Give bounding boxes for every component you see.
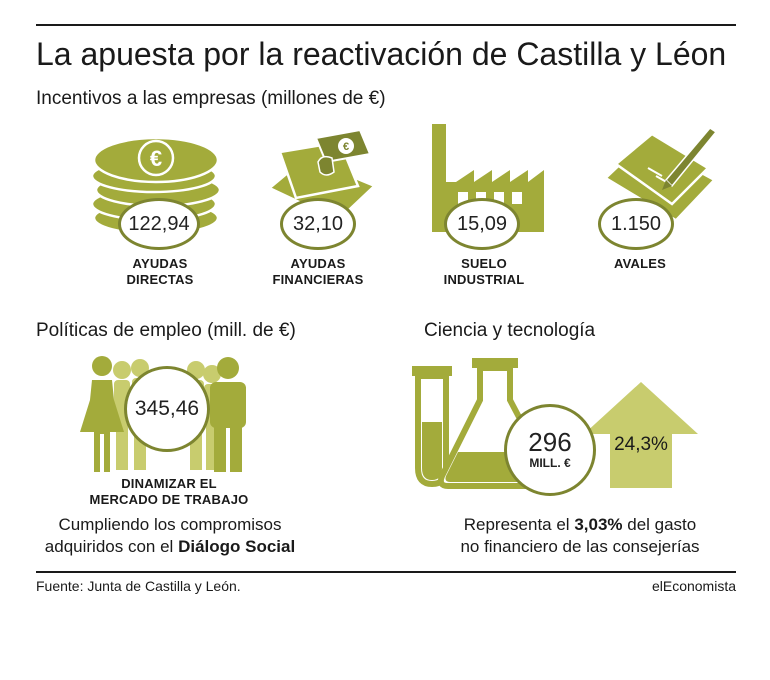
svg-text:€: €: [150, 146, 162, 171]
category-label-ayudas-directas: AYUDAS DIRECTAS: [100, 256, 220, 288]
category-label-dinamizar: DINAMIZAR EL MERCADO DE TRABAJO: [54, 476, 284, 508]
category-label-line: SUELO: [461, 256, 507, 271]
note-line: Cumpliendo los compromisos: [58, 515, 282, 534]
empleo-note: Cumpliendo los compromisos adquiridos co…: [24, 514, 316, 558]
top-rule: [36, 24, 736, 26]
section-title-empleo: Políticas de empleo (mill. de €): [36, 320, 296, 341]
ciencia-note: Representa el 3,03% del gasto no financi…: [420, 514, 740, 558]
note-line: adquiridos con el Diálogo Social: [24, 536, 316, 558]
ciencia-unit: MILL. €: [529, 456, 571, 470]
footer-source: Fuente: Junta de Castilla y León.: [36, 578, 241, 594]
category-label-line: AVALES: [613, 256, 666, 271]
note-line: no financiero de las consejerías: [460, 537, 700, 556]
category-label-avales: AVALES: [580, 256, 700, 272]
value-bubble-empleo: 345,46: [124, 366, 210, 452]
category-label-line: DIRECTAS: [126, 272, 194, 287]
ciencia-value: 296: [528, 427, 572, 457]
increase-label: 24,3%: [614, 434, 668, 455]
category-label-line: INDUSTRIAL: [443, 272, 525, 287]
category-label-ayudas-financieras: AYUDAS FINANCIERAS: [256, 256, 380, 288]
value-bubble-ayudas-financieras: 32,10: [280, 198, 356, 250]
footer-brand: elEconomista: [651, 578, 736, 594]
value-bubble-ayudas-directas: 122,94: [118, 198, 200, 250]
page-title: La apuesta por la reactivación de Castil…: [36, 36, 727, 72]
note-text: del gasto: [622, 515, 697, 534]
contract-pen-icon: [604, 127, 718, 222]
value-bubble-avales: 1.150: [598, 198, 674, 250]
note-bold: 3,03%: [574, 515, 623, 534]
value-bubble-ciencia: 296 MILL. €: [504, 404, 596, 496]
category-label-line: MERCADO DE TRABAJO: [89, 492, 249, 507]
section-title-incentivos: Incentivos a las empresas (millones de €…: [36, 88, 386, 109]
note-line: Representa el 3,03% del gasto: [420, 514, 740, 536]
svg-text:€: €: [343, 141, 349, 153]
category-label-line: AYUDAS: [132, 256, 188, 271]
category-label-line: DINAMIZAR EL: [121, 476, 217, 491]
category-label-line: AYUDAS: [290, 256, 346, 271]
bottom-rule: [36, 571, 736, 573]
section-title-ciencia: Ciencia y tecnología: [424, 320, 596, 341]
category-label-suelo-industrial: SUELO INDUSTRIAL: [424, 256, 544, 288]
note-text: Representa el: [463, 515, 575, 534]
value-bubble-suelo-industrial: 15,09: [444, 198, 520, 250]
money-bill-icon: €: [268, 128, 376, 222]
note-bold: Diálogo Social: [178, 537, 296, 556]
note-text: adquiridos con el: [44, 537, 179, 556]
category-label-line: FINANCIERAS: [272, 272, 364, 287]
up-arrow-icon: [584, 382, 698, 488]
